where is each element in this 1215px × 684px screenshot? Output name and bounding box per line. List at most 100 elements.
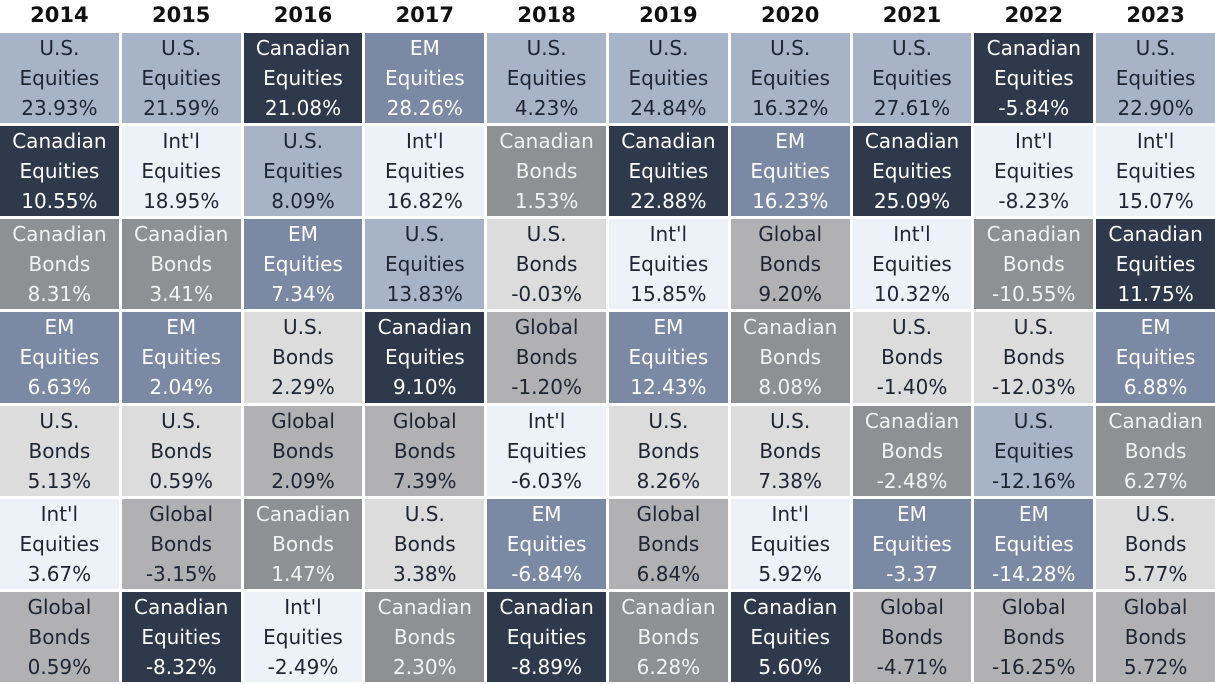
asset-label: Canadian Equities — [134, 594, 229, 649]
asset-label: Canadian Bonds — [134, 222, 229, 277]
return-value: 15.07% — [1117, 189, 1194, 214]
return-cell: Canadian Equities -8.89% — [487, 591, 606, 682]
return-cell: Canadian Equities 5.60% — [730, 591, 850, 682]
asset-label: U.S. Equities — [506, 36, 587, 91]
asset-label: EM Equities — [141, 315, 222, 370]
return-value: 24.84% — [630, 96, 707, 121]
return-value: 6.27% — [1123, 468, 1188, 493]
return-value: 8.31% — [27, 282, 92, 307]
return-value: 12.43% — [630, 375, 707, 400]
return-cell: U.S. Bonds 7.38% — [730, 405, 850, 496]
return-value: 11.75% — [1117, 282, 1194, 307]
return-cell: Int'l Equities -8.23% — [974, 126, 1094, 217]
asset-label: Int'l Equities — [750, 501, 831, 556]
return-cell: Int'l Equities 16.82% — [365, 126, 485, 217]
return-cell: EM Equities 6.88% — [1096, 312, 1215, 403]
return-value: 27.61% — [873, 96, 951, 121]
return-cell: Canadian Bonds -2.48% — [852, 405, 972, 496]
asset-label: EM Equities — [263, 222, 343, 277]
return-value: 5.60% — [758, 654, 822, 679]
return-cell: U.S. Equities 27.61% — [852, 33, 972, 124]
return-cell: U.S. Equities 24.84% — [609, 33, 728, 124]
return-value: 2.29% — [271, 375, 335, 400]
return-cell: U.S. Equities 23.93% — [0, 33, 119, 124]
return-value: -8.89% — [511, 654, 582, 679]
asset-label: U.S. Bonds — [272, 315, 334, 370]
return-value: 9.10% — [393, 375, 457, 400]
asset-label: U.S. Equities — [750, 36, 831, 91]
return-cell: EM Equities -3.37 — [852, 498, 972, 589]
return-cell: U.S. Equities 16.32% — [730, 33, 850, 124]
return-cell: U.S. Equities 8.09% — [243, 126, 363, 217]
return-cell: Canadian Equities 25.09% — [852, 126, 972, 217]
asset-label: Canadian Equities — [864, 129, 960, 184]
return-value: -8.32% — [145, 654, 217, 679]
asset-label: Int'l Equities — [506, 408, 587, 463]
return-cell: EM Equities 6.63% — [0, 312, 119, 403]
return-cell: Global Bonds 2.09% — [243, 405, 363, 496]
asset-label: Canadian Equities — [377, 315, 472, 370]
return-value: 5.77% — [1123, 561, 1188, 586]
return-cell: Global Bonds 5.72% — [1096, 591, 1215, 682]
return-cell: Int'l Equities 15.07% — [1096, 126, 1215, 217]
return-value: 6.63% — [27, 375, 92, 400]
asset-label: Canadian Equities — [499, 594, 594, 649]
asset-label: U.S. Bonds — [881, 315, 943, 370]
asset-label: Int'l Equities — [872, 222, 952, 277]
return-cell: Canadian Equities 9.10% — [365, 312, 485, 403]
return-value: -3.37 — [886, 561, 938, 586]
asset-label: Canadian Equities — [1108, 222, 1203, 277]
return-cell: EM Equities -14.28% — [974, 498, 1094, 589]
return-value: 10.32% — [873, 282, 951, 307]
return-value: 7.38% — [758, 468, 822, 493]
return-value: 23.93% — [21, 96, 98, 121]
return-value: -2.48% — [876, 468, 948, 493]
return-value: 4.23% — [514, 96, 579, 121]
return-cell: U.S. Bonds 0.59% — [121, 405, 241, 496]
return-cell: Int'l Equities -2.49% — [243, 591, 363, 682]
return-cell: Global Bonds 6.84% — [609, 498, 728, 589]
return-value: -12.03% — [992, 375, 1076, 400]
return-value: 0.59% — [27, 654, 92, 679]
return-value: 5.72% — [1123, 654, 1188, 679]
return-value: 18.95% — [143, 189, 220, 214]
return-cell: U.S. Bonds -1.40% — [852, 312, 972, 403]
year-header: 2015 — [151, 3, 211, 27]
return-value: 8.08% — [758, 375, 822, 400]
asset-label: Int'l Equities — [1115, 129, 1196, 184]
return-value: 22.90% — [1117, 96, 1194, 121]
asset-label: U.S. Bonds — [515, 222, 578, 277]
return-cell: Global Bonds -16.25% — [974, 591, 1094, 682]
return-cell: Canadian Bonds -10.55% — [974, 219, 1094, 310]
return-value: -2.49% — [267, 654, 339, 679]
return-cell: Int'l Equities 18.95% — [121, 126, 241, 217]
asset-label: U.S. Equities — [19, 36, 100, 91]
asset-label: U.S. Equities — [141, 36, 222, 91]
asset-label: EM Equities — [993, 501, 1074, 556]
asset-label: U.S. Equities — [628, 36, 709, 91]
asset-label: Canadian Bonds — [621, 594, 716, 649]
return-value: 3.38% — [393, 561, 457, 586]
asset-label: Canadian Bonds — [255, 501, 351, 556]
return-cell: Canadian Bonds 8.08% — [730, 312, 850, 403]
asset-label: EM Equities — [19, 315, 100, 370]
asset-label: Global Bonds — [149, 501, 214, 556]
asset-label: Int'l Equities — [141, 129, 222, 184]
return-cell: Global Bonds -3.15% — [121, 498, 241, 589]
return-cell: Global Bonds 0.59% — [0, 591, 119, 682]
asset-label: EM Equities — [384, 36, 465, 91]
return-value: 22.88% — [630, 189, 707, 214]
asset-label: U.S. Bonds — [637, 408, 700, 463]
return-value: 5.13% — [27, 468, 92, 493]
asset-label: EM Equities — [750, 129, 831, 184]
return-value: 3.67% — [27, 561, 92, 586]
return-cell: U.S. Bonds 5.13% — [0, 405, 119, 496]
return-value: 16.32% — [752, 96, 829, 121]
return-value: 25.09% — [873, 189, 951, 214]
return-value: -14.28% — [992, 561, 1076, 586]
asset-label: Canadian Equities — [743, 594, 838, 649]
return-cell: U.S. Bonds 3.38% — [365, 498, 485, 589]
return-value: 15.85% — [630, 282, 707, 307]
return-value: -6.84% — [511, 561, 582, 586]
asset-label: Global Bonds — [514, 315, 579, 370]
